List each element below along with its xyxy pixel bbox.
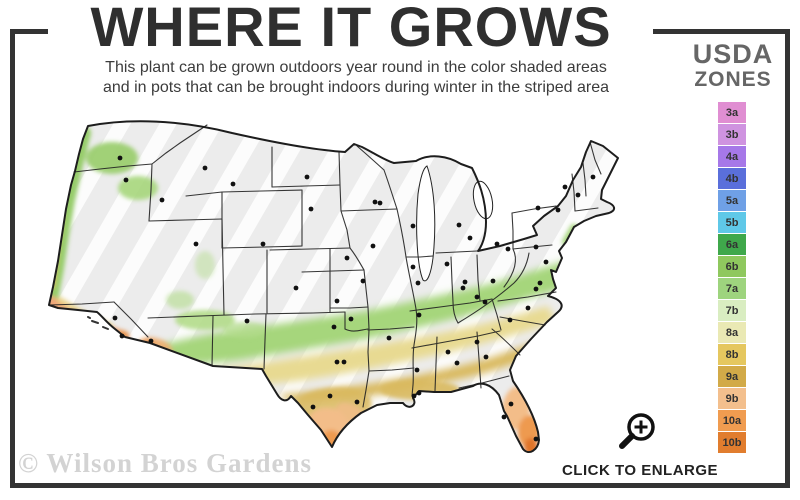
legend-zone-chip-9b: 9b [718, 388, 746, 409]
legend-zone-chip-8a: 8a [718, 322, 746, 343]
legend-zone-label: 8b [725, 348, 739, 361]
frame-right-border [785, 29, 790, 488]
legend-title-zones: ZONES [694, 68, 772, 91]
magnifier-plus-icon[interactable] [617, 410, 663, 456]
legend-zone-chip-5b: 5b [718, 212, 746, 233]
subtitle-line-1: This plant can be grown outdoors year ro… [105, 59, 607, 76]
legend-zone-label: 3a [725, 106, 739, 119]
legend-zone-label: 7a [725, 282, 739, 295]
legend-title-usda: USDA [692, 39, 774, 69]
channel-islands [87, 316, 109, 330]
legend-zone-chip-4b: 4b [718, 168, 746, 189]
legend-zone-label: 7b [725, 304, 739, 317]
legend-zone-label: 4b [725, 172, 739, 185]
legend-zone-chip-8b: 8b [718, 344, 746, 365]
frame-bottom-border [10, 483, 790, 488]
enlarge-button[interactable]: CLICK TO ENLARGE [552, 410, 728, 482]
enlarge-label[interactable]: CLICK TO ENLARGE [561, 462, 719, 479]
legend-zone-chip-3b: 3b [718, 124, 746, 145]
great-lakes [416, 165, 494, 282]
legend-zone-label: 10a [722, 414, 742, 427]
subtitle-line-2: and in pots that can be brought indoors … [102, 79, 610, 96]
legend-zone-chip-10a: 10a [718, 410, 746, 431]
legend-zone-label: 6a [725, 238, 739, 251]
legend-zone-label: 5b [725, 216, 739, 229]
frame-top-left-dash [10, 29, 48, 34]
legend-zone-chip-3a: 3a [718, 102, 746, 123]
legend-zone-chip-6b: 6b [718, 256, 746, 277]
legend-zone-chip-7a: 7a [718, 278, 746, 299]
usda-zones-legend: 3a 3b 4a 4b 5a 5b 6a 6b 7a 7b 8a 8b 9a 9b 10a 10b [718, 102, 746, 453]
state-boundaries [48, 124, 602, 408]
legend-zone-chip-4a: 4a [718, 146, 746, 167]
legend-zone-label: 6b [725, 260, 739, 273]
legend-zone-label: 9b [725, 392, 739, 405]
city-dots [112, 155, 596, 442]
legend-zone-chip-10b: 10b [718, 432, 746, 453]
watermark: © Wilson Bros Gardens [18, 448, 312, 478]
legend-zone-label: 8a [725, 326, 739, 339]
subtitle: This plant can be grown outdoors year ro… [0, 58, 712, 98]
legend-zone-label: 10b [722, 436, 742, 449]
legend-zone-label: 4a [725, 150, 739, 163]
frame-left-border [10, 29, 15, 487]
legend-zone-label: 5a [725, 194, 739, 207]
legend-zone-label: 3b [725, 128, 739, 141]
legend-zone-label: 9a [725, 370, 739, 383]
legend-zone-chip-9a: 9a [718, 366, 746, 387]
frame-top-right-dash [653, 29, 790, 34]
legend-zone-chip-5a: 5a [718, 190, 746, 211]
legend-title: USDA ZONES [680, 40, 786, 91]
legend-zone-chip-6a: 6a [718, 234, 746, 255]
page-title: WHERE IT GROWS [90, 0, 612, 58]
legend-zone-chip-7b: 7b [718, 300, 746, 321]
